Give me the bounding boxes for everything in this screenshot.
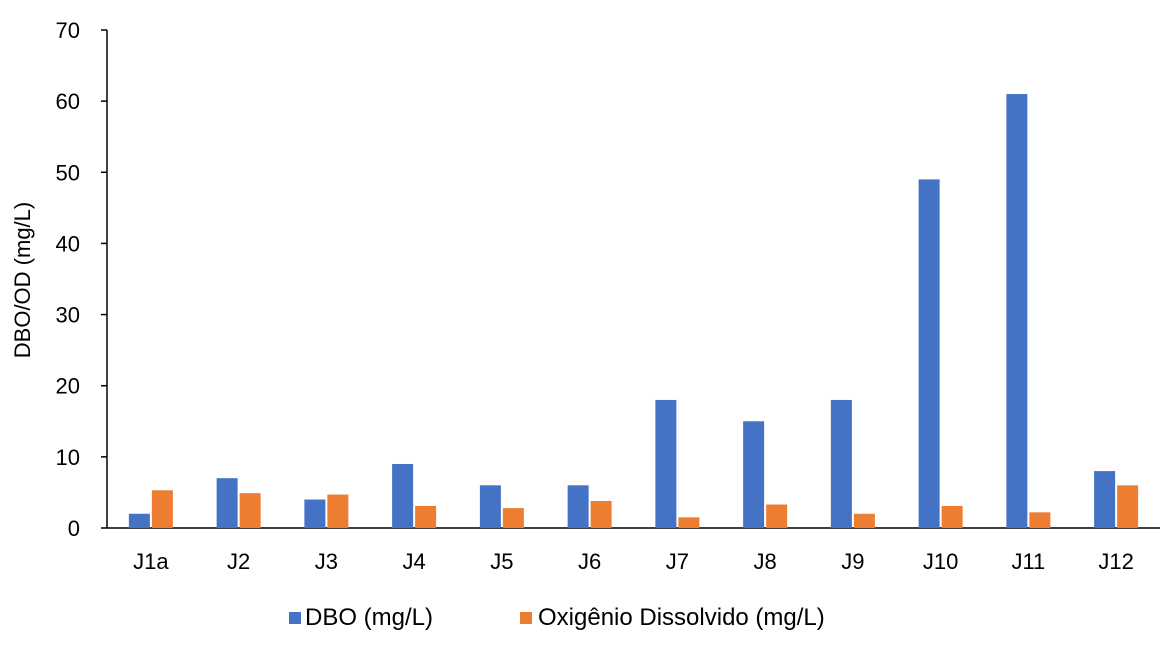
bar-oxigenio-dissolvido — [590, 500, 612, 528]
x-tick-label: J11 — [1011, 549, 1045, 574]
x-tick-label: J10 — [923, 549, 958, 574]
bar-oxigenio-dissolvido — [327, 494, 349, 528]
bar-dbo — [1006, 94, 1028, 529]
x-tick-label: J12 — [1098, 549, 1133, 574]
bar-oxigenio-dissolvido — [853, 513, 875, 528]
bar-oxigenio-dissolvido — [678, 517, 700, 528]
y-axis: 0 10 20 30 40 50 60 70 — [56, 18, 108, 541]
legend-swatch — [520, 612, 532, 624]
y-axis-title: DBO/OD (mg/L) — [10, 202, 35, 358]
x-tick-label: J4 — [403, 549, 426, 574]
x-tick-label: J5 — [490, 549, 513, 574]
bar-oxigenio-dissolvido — [1117, 485, 1139, 528]
bar-oxigenio-dissolvido — [239, 493, 261, 528]
bar-dbo — [743, 421, 765, 528]
y-tick-label: 60 — [56, 89, 80, 114]
y-tick-label: 10 — [56, 445, 80, 470]
bars — [128, 94, 1139, 529]
bar-oxigenio-dissolvido — [941, 505, 963, 528]
legend-label: Oxigênio Dissolvido (mg/L) — [538, 604, 825, 631]
bar-dbo — [655, 399, 677, 528]
y-tick-label: 50 — [56, 160, 80, 185]
legend-label: DBO (mg/L) — [305, 604, 433, 631]
bar-dbo — [304, 499, 326, 528]
bar-dbo — [830, 399, 852, 528]
bar-dbo — [1094, 471, 1116, 528]
bar-oxigenio-dissolvido — [1029, 512, 1051, 528]
bar-dbo — [216, 478, 238, 528]
x-tick-label: J8 — [754, 549, 777, 574]
bar-dbo — [918, 179, 940, 528]
y-tick-label: 40 — [56, 231, 80, 256]
bar-dbo — [479, 485, 501, 528]
x-tick-label: J3 — [315, 549, 338, 574]
bar-oxigenio-dissolvido — [151, 490, 173, 528]
x-tick-label: J1a — [133, 549, 169, 574]
x-tick-label: J7 — [666, 549, 689, 574]
x-tick-label: J9 — [841, 549, 864, 574]
y-tick-label: 70 — [56, 18, 80, 43]
bar-oxigenio-dissolvido — [502, 508, 524, 528]
y-tick-label: 0 — [68, 516, 80, 541]
y-tick-label: 30 — [56, 303, 80, 328]
x-tick-label: J2 — [227, 549, 250, 574]
bar-oxigenio-dissolvido — [766, 504, 788, 528]
legend: DBO (mg/L) Oxigênio Dissolvido (mg/L) — [289, 604, 825, 631]
x-axis: J1a J2 J3 J4 J5 J6 J7 J8 J9 J10 J11 J12 — [107, 527, 1160, 574]
bar-oxigenio-dissolvido — [415, 505, 437, 528]
bar-dbo — [392, 463, 414, 528]
y-tick-label: 20 — [56, 374, 80, 399]
bar-dbo — [567, 485, 589, 528]
legend-swatch — [289, 612, 301, 624]
x-tick-label: J6 — [578, 549, 601, 574]
bar-dbo — [128, 513, 150, 528]
